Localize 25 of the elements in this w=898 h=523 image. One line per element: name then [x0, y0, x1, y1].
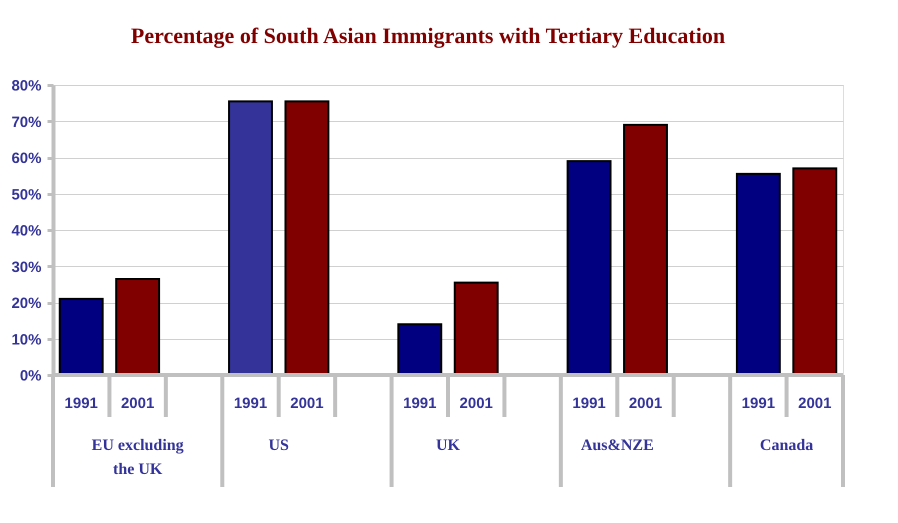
series-label: 2001 [120, 395, 154, 412]
y-tick-label: 50% [11, 186, 42, 204]
chart-title: Percentage of South Asian Immigrants with Tertiary Education [130, 23, 726, 48]
text: 2001 [798, 395, 832, 412]
y-tick-label: 10% [11, 331, 42, 348]
text: 2001 [460, 395, 493, 412]
x-tick-label: US [268, 437, 290, 454]
text: 1991 [572, 395, 606, 412]
x-tick-label: Aus&NZE [580, 437, 654, 454]
y-tick-label: 80% [11, 78, 42, 94]
series-label: 1991 [64, 395, 98, 412]
text: 1991 [403, 395, 436, 412]
text: 1991 [234, 395, 268, 412]
y-tick-label: 40% [11, 222, 42, 240]
x-tick-label: Canada [760, 437, 814, 454]
text: 1991 [742, 395, 776, 412]
y-tick-label: 20% [11, 295, 42, 312]
x-tick-label: EU excluding the UK [92, 437, 184, 478]
y-tick-label: 60% [11, 150, 42, 167]
y-tick-label: 70% [11, 114, 42, 131]
text: 2001 [628, 395, 662, 412]
text: 2001 [290, 395, 324, 412]
y-tick-label: 30% [11, 258, 42, 276]
y-tick-label: 0% [20, 368, 42, 384]
x-tick-label: UK [436, 437, 461, 454]
